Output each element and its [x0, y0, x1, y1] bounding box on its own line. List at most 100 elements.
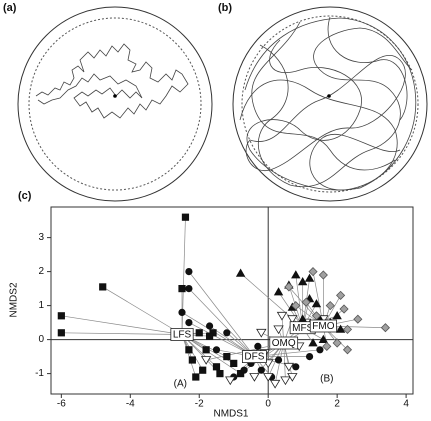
y-tick-label: 0 [38, 334, 44, 345]
arena-inner [28, 17, 202, 191]
point [273, 287, 284, 296]
spider-line [188, 271, 255, 357]
point [205, 332, 214, 340]
centroid-label: DFS [244, 352, 264, 363]
point [185, 318, 193, 327]
y-tick-label: -1 [35, 368, 44, 379]
y-axis-label: NMDS2 [9, 282, 20, 317]
start-point [327, 94, 331, 98]
point [216, 369, 224, 378]
point [284, 282, 294, 292]
point [308, 338, 318, 347]
point [195, 329, 203, 337]
centroid-box [309, 319, 337, 333]
point [249, 373, 260, 382]
point [297, 276, 308, 286]
plot-frame [50, 206, 414, 395]
annotation: (B) [320, 373, 333, 384]
y-tick-label: 2 [38, 266, 44, 277]
point [342, 345, 353, 355]
point [342, 324, 353, 334]
point [185, 284, 193, 293]
centroid-box [242, 350, 267, 364]
point [225, 376, 236, 386]
spider-line [181, 312, 255, 357]
point [256, 328, 267, 338]
point [192, 373, 200, 381]
point [336, 290, 346, 300]
x-tick-label: -4 [126, 399, 135, 410]
point [276, 311, 288, 321]
spider-line [61, 315, 183, 335]
point [332, 310, 342, 320]
centroid-box [269, 336, 299, 350]
point [257, 366, 265, 374]
x-tick-label: 0 [265, 399, 271, 410]
start-point [113, 94, 117, 98]
arena-outer [232, 6, 428, 202]
point [308, 267, 318, 277]
point [335, 324, 346, 333]
point [254, 342, 262, 350]
point [178, 284, 186, 293]
annotation: (A) [174, 378, 187, 389]
x-tick-label: -2 [195, 399, 204, 410]
point [287, 315, 298, 324]
point [316, 346, 324, 354]
panel-label: (c) [18, 190, 32, 202]
point [287, 373, 298, 382]
point [181, 213, 190, 221]
track [239, 16, 417, 191]
point [318, 334, 329, 343]
point [291, 270, 301, 279]
point [262, 373, 274, 382]
spider-line [188, 288, 255, 357]
point [212, 363, 221, 371]
point [230, 359, 238, 368]
point [188, 356, 196, 364]
point [322, 341, 332, 351]
spider-line [181, 217, 186, 335]
point [301, 297, 311, 307]
point [305, 352, 314, 361]
point [273, 325, 284, 335]
centroid-label: FMO [312, 321, 334, 332]
point [199, 366, 207, 374]
point [212, 346, 221, 354]
point [332, 338, 342, 348]
point [185, 267, 193, 276]
track [35, 43, 189, 119]
point [339, 304, 349, 314]
point [318, 270, 328, 280]
point [291, 301, 301, 311]
point [178, 308, 186, 316]
x-tick-label: 4 [403, 399, 409, 410]
centroid-label: MFS [292, 323, 313, 334]
spider-line [181, 334, 241, 374]
point [223, 329, 231, 337]
centroid-box [170, 328, 194, 341]
point [304, 273, 315, 282]
panel-label: (a) [3, 2, 17, 14]
point [57, 329, 65, 337]
point [185, 346, 193, 354]
panel-label: (b) [218, 2, 232, 14]
arena-inner [241, 15, 419, 193]
point [240, 366, 248, 374]
point [205, 322, 214, 330]
point [280, 376, 291, 386]
spider-line [181, 334, 197, 378]
centroid-label: LFS [173, 330, 192, 341]
y-tick-label: 1 [38, 300, 44, 311]
point [269, 379, 281, 389]
points [57, 213, 390, 389]
centroid-label: OMQ [272, 338, 296, 349]
point [200, 356, 212, 365]
spider-line [102, 286, 183, 335]
x-axis-label: NMDS1 [213, 409, 248, 420]
y-tick-label: 3 [38, 232, 44, 243]
x-tick-label: -6 [57, 399, 66, 410]
point [283, 362, 295, 372]
point [202, 346, 210, 354]
